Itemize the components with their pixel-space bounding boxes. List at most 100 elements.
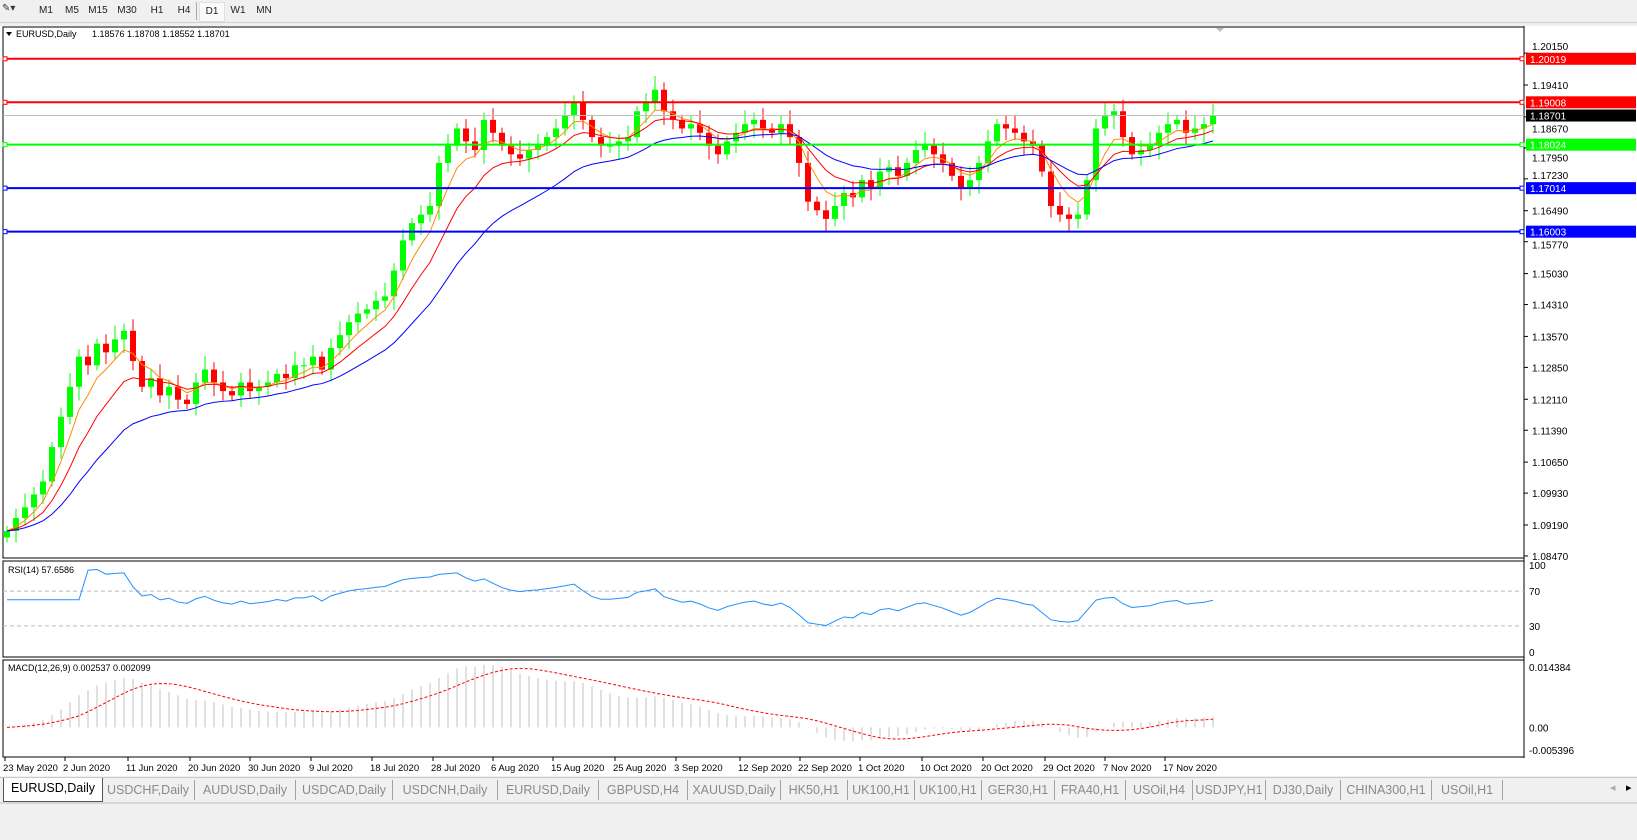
date-label: 23 May 2020 — [3, 763, 58, 774]
collapse-triangle-icon[interactable] — [6, 32, 12, 36]
date-label: 28 Jul 2020 — [431, 763, 480, 774]
candle-body — [1156, 132, 1162, 146]
line-anchor-handle[interactable] — [2, 99, 8, 105]
price-chart[interactable]: 1.20150 1.19410 1.18670 1.17950 1.17230 1.164… — [0, 26, 1637, 776]
candle-body — [1138, 150, 1144, 155]
candle-body — [994, 124, 1000, 142]
date-label: 1 Oct 2020 — [858, 763, 904, 774]
date-label: 22 Sep 2020 — [798, 763, 852, 774]
candle-body — [634, 111, 640, 138]
timeframe-h1[interactable]: H1 — [150, 5, 164, 16]
candle-body — [283, 373, 289, 379]
candle-body — [1075, 214, 1081, 219]
candle-body — [625, 137, 631, 142]
candle-body — [553, 128, 559, 138]
drawing-tools-dropdown[interactable]: ✎▾ — [2, 3, 16, 14]
line-anchor-handle[interactable] — [1519, 185, 1525, 191]
date-label: 10 Oct 2020 — [920, 763, 972, 774]
timeframe-w1[interactable]: W1 — [230, 5, 246, 16]
date-label: 7 Nov 2020 — [1103, 763, 1152, 774]
macd-pane[interactable] — [2, 659, 1525, 758]
candle-body — [121, 330, 127, 340]
chart-shift-marker-icon[interactable] — [1216, 28, 1224, 32]
candle-body — [184, 399, 190, 405]
chart-tab[interactable]: HK50,H1 — [781, 780, 848, 800]
candle-body — [481, 119, 487, 151]
candle-body — [1057, 205, 1063, 215]
chart-tab[interactable]: XAUUSD,Daily — [688, 780, 781, 800]
rsi-tick-label: 100 — [1529, 561, 1546, 572]
price-tick-label: 1.15030 — [1532, 270, 1569, 281]
line-anchor-handle[interactable] — [2, 56, 8, 62]
scroll-right-icon[interactable]: ▸ — [1626, 782, 1632, 794]
date-label: 25 Aug 2020 — [613, 763, 666, 774]
date-label: 12 Sep 2020 — [738, 763, 792, 774]
chart-window[interactable]: 1.20150 1.19410 1.18670 1.17950 1.17230 1.164… — [0, 26, 1637, 776]
line-anchor-handle[interactable] — [1519, 99, 1525, 105]
candle-body — [130, 330, 136, 361]
price-tick-label: 1.20150 — [1532, 42, 1569, 53]
candle-body — [454, 128, 460, 146]
chart-tab[interactable]: USOil,H4 — [1126, 780, 1193, 800]
candle-body — [643, 102, 649, 112]
candle-body — [436, 162, 442, 206]
rsi-pane[interactable] — [2, 560, 1525, 658]
chart-tab[interactable]: UK100,H1 — [848, 780, 915, 800]
candle-body — [292, 365, 298, 379]
candle-body — [445, 145, 451, 163]
candle-body — [1102, 115, 1108, 129]
timeframe-m5[interactable]: M5 — [65, 5, 79, 16]
chart-tab[interactable]: CHINA300,H1 — [1341, 780, 1432, 800]
timeframe-m1[interactable]: M1 — [39, 5, 53, 16]
candle-body — [364, 309, 370, 314]
hline-price-label: 1.16003 — [1530, 228, 1567, 239]
candle-body — [400, 240, 406, 271]
chart-tab[interactable]: EURUSD,Daily — [498, 780, 599, 800]
timeframe-m30[interactable]: M30 — [117, 5, 137, 16]
candle-body — [949, 162, 955, 176]
chart-tab[interactable]: DJ30,Daily — [1266, 780, 1341, 800]
line-anchor-handle[interactable] — [1519, 229, 1525, 235]
chart-tab[interactable]: FRA40,H1 — [1055, 780, 1126, 800]
timeframe-h4[interactable]: H4 — [177, 5, 191, 16]
candle-body — [1147, 145, 1153, 151]
chart-tab[interactable]: USDCAD,Daily — [296, 780, 393, 800]
main-pane[interactable] — [2, 26, 1525, 559]
rsi-line — [7, 568, 1214, 627]
price-tick-label: 1.11390 — [1532, 426, 1568, 437]
candle-body — [1084, 180, 1090, 215]
symbol-label: EURUSD,Daily — [16, 29, 77, 39]
line-anchor-handle[interactable] — [2, 229, 8, 235]
line-anchor-handle[interactable] — [1519, 142, 1525, 148]
candle-body — [724, 141, 730, 155]
chart-tab[interactable]: USDCNH,Daily — [393, 780, 498, 800]
timeframe-d1[interactable]: D1 — [199, 2, 225, 22]
line-anchor-handle[interactable] — [1519, 56, 1525, 62]
candle-body — [220, 382, 226, 392]
macd-tick-label: 0.014384 — [1529, 663, 1571, 674]
candle-body — [922, 145, 928, 151]
candle-body — [1003, 124, 1009, 129]
rsi-label: RSI(14) 57.6586 — [8, 565, 74, 575]
chart-tab[interactable]: USDCHF,Daily — [102, 780, 195, 800]
candle-body — [193, 382, 199, 405]
price-label-bg — [1526, 52, 1636, 65]
chart-tab[interactable]: AUDUSD,Daily — [195, 780, 296, 800]
timeframe-mn[interactable]: MN — [256, 5, 272, 16]
line-anchor-handle[interactable] — [2, 185, 8, 191]
chart-tab[interactable]: UK100,H1 — [915, 780, 982, 800]
price-label-bg — [1526, 138, 1636, 151]
candle-body — [1012, 128, 1018, 133]
candle-body — [985, 141, 991, 163]
macd-tick-label: 0.00 — [1529, 723, 1549, 734]
chart-tab[interactable]: USDJPY,H1 — [1193, 780, 1266, 800]
candle-body — [175, 386, 181, 400]
line-anchor-handle[interactable] — [2, 142, 8, 148]
chart-tab[interactable]: EURUSD,Daily — [3, 778, 103, 802]
chart-tab[interactable]: GER30,H1 — [982, 780, 1055, 800]
candle-body — [931, 145, 937, 155]
scroll-left-icon[interactable]: ◂ — [1610, 782, 1616, 794]
timeframe-m15[interactable]: M15 — [88, 5, 108, 16]
chart-tab[interactable]: USOil,H1 — [1432, 780, 1503, 800]
chart-tab[interactable]: GBPUSD,H4 — [599, 780, 688, 800]
